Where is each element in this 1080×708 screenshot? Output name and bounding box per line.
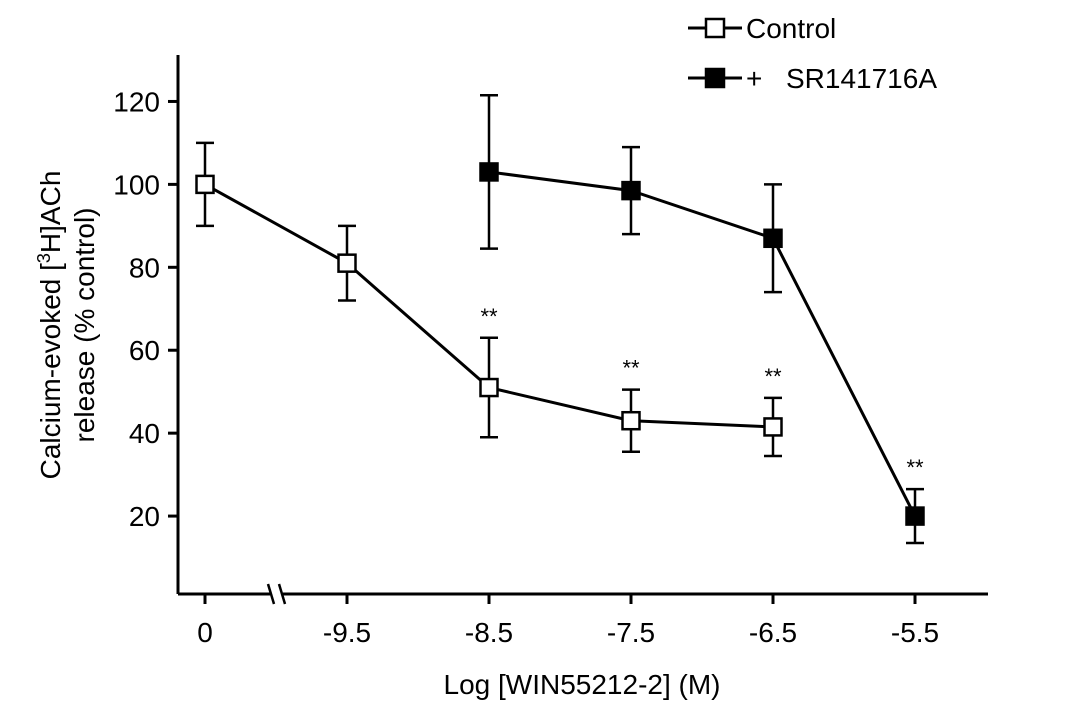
series-layer: ** ** ** **	[195, 93, 925, 545]
series-1-line	[488, 170, 917, 517]
x-axis-title: Log [WIN55212-2] (M)	[444, 669, 721, 700]
y-ticks: 20 40 60 80 100 120	[113, 86, 178, 532]
legend-control-marker	[704, 17, 726, 39]
series-1-point-2	[763, 228, 783, 249]
series-0-significance-3: **	[622, 356, 640, 381]
x-ticks: 0 -9.5 -8.5 -7.5 -6.5 -5.5	[197, 594, 939, 648]
series-1: **	[479, 93, 925, 545]
y-tick-label-20: 20	[129, 501, 160, 532]
y-axis-title-line1-end: H]ACh	[35, 171, 66, 253]
series-0-point-0	[195, 174, 215, 195]
y-tick-label-80: 80	[129, 252, 160, 283]
legend-sr-label: SR141716A	[786, 63, 937, 94]
y-tick-label-100: 100	[113, 169, 160, 200]
legend-sr-marker	[704, 67, 726, 89]
x-tick-label-1: -9.5	[323, 617, 371, 648]
y-tick-label-60: 60	[129, 335, 160, 366]
x-axis-break-mark-right	[277, 583, 287, 605]
y-axis-title-sup: 3	[34, 253, 54, 263]
series-0-point-3	[621, 410, 641, 431]
series-1-significance-3: **	[906, 455, 924, 480]
x-tick-label-2: -8.5	[465, 617, 513, 648]
y-axis-title-line1-start: Calcium-evoked [	[35, 263, 66, 480]
y-axis-title-line2: release (% control)	[69, 208, 100, 443]
series-0-significance-2: **	[480, 304, 498, 329]
x-tick-label-0: 0	[197, 617, 213, 648]
series-0-significance-4: **	[764, 364, 782, 389]
y-tick-label-120: 120	[113, 86, 160, 117]
y-tick-label-40: 40	[129, 418, 160, 449]
y-axis-title-line1: Calcium-evoked [3H]ACh	[34, 171, 66, 480]
series-1-point-1	[621, 180, 641, 201]
legend-sr-prefix: +	[746, 63, 762, 94]
series-0-point-4	[763, 417, 783, 437]
series-1-point-0	[479, 162, 499, 182]
y-axis-title: Calcium-evoked [3H]ACh release (% contro…	[34, 171, 100, 480]
x-tick-label-3: -7.5	[607, 617, 655, 648]
legend-control-label: Control	[746, 13, 836, 44]
x-tick-label-5: -5.5	[891, 617, 939, 648]
x-axis-break-mark-left	[266, 583, 276, 605]
series-0-point-1	[337, 253, 357, 273]
x-tick-label-4: -6.5	[749, 617, 797, 648]
legend: Control + SR141716A	[688, 13, 937, 94]
series-0: ** ** **	[195, 141, 783, 458]
series-1-point-3	[905, 506, 925, 526]
series-0-point-2	[479, 377, 499, 398]
axes: 20 40 60 80 100 120 0 -9.5 -8.5 -7.5 -6.5 -5.5	[113, 55, 988, 648]
